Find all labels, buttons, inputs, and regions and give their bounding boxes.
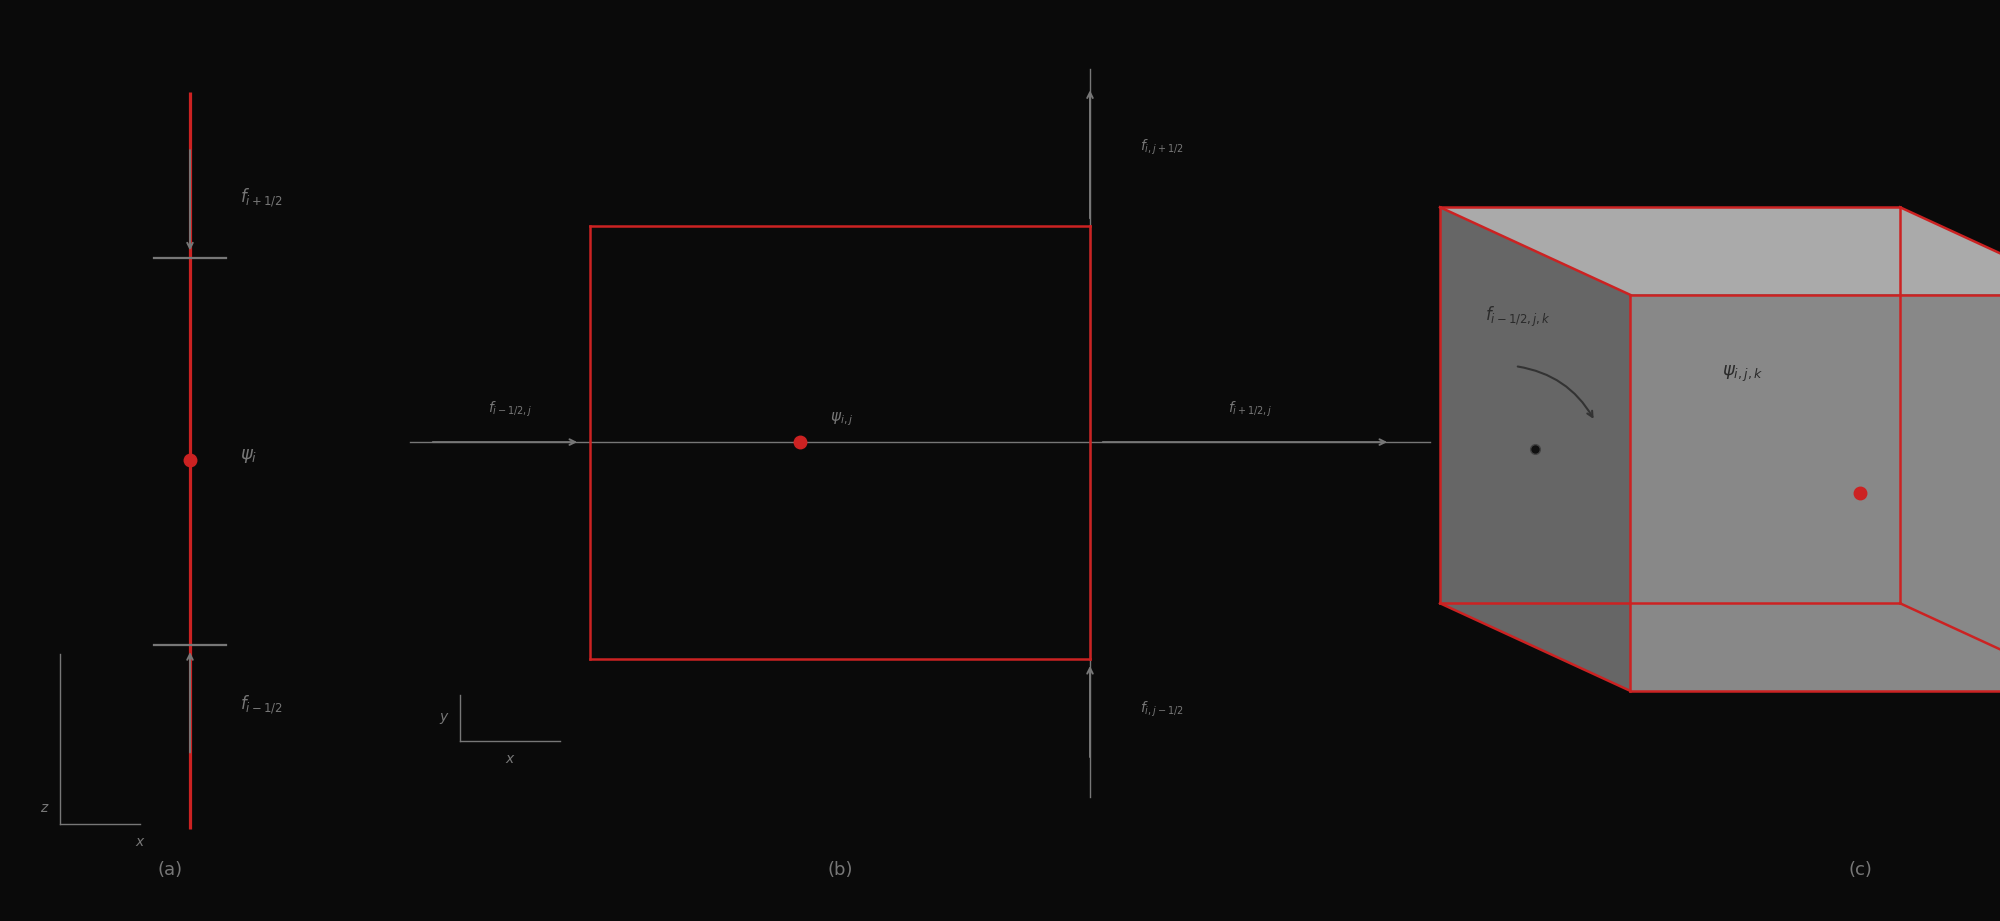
Text: $x$: $x$ (504, 752, 516, 766)
Text: $\psi_{i,j}$: $\psi_{i,j}$ (830, 411, 854, 428)
Text: (c): (c) (1848, 861, 1872, 880)
Text: (a): (a) (158, 861, 182, 880)
Polygon shape (1630, 295, 2000, 691)
Text: $f_{i+1/2,j}$: $f_{i+1/2,j}$ (1228, 400, 1272, 419)
Text: $f_{i,j+1/2}$: $f_{i,j+1/2}$ (1140, 138, 1184, 157)
Text: $f_{i-1/2,j}$: $f_{i-1/2,j}$ (488, 400, 532, 419)
Text: $x$: $x$ (134, 835, 146, 849)
Text: $\psi_{i}$: $\psi_{i}$ (240, 447, 258, 465)
Text: $f_{i-1/2,j,k}$: $f_{i-1/2,j,k}$ (1484, 305, 1550, 330)
Text: $y$: $y$ (440, 711, 450, 726)
Polygon shape (1440, 207, 2000, 295)
Text: $f_{i,j-1/2}$: $f_{i,j-1/2}$ (1140, 700, 1184, 718)
Text: (b): (b) (828, 861, 852, 880)
Polygon shape (1440, 207, 1630, 691)
Text: $f_{i+1/2}$: $f_{i+1/2}$ (240, 187, 282, 209)
Text: $\psi_{i,j,k}$: $\psi_{i,j,k}$ (1722, 364, 1764, 384)
Text: $f_{i-1/2}$: $f_{i-1/2}$ (240, 694, 282, 716)
Text: $z$: $z$ (40, 801, 50, 815)
